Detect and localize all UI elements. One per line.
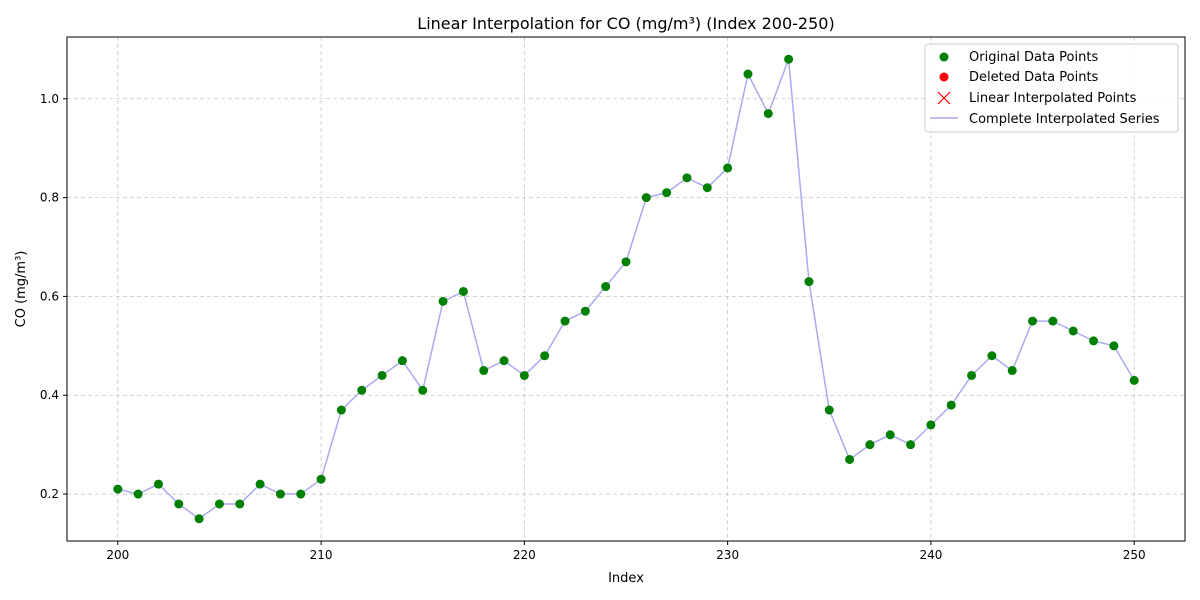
original-data-point [275,489,285,499]
original-data-point [479,366,489,376]
x-tick-label: 220 [513,548,536,562]
original-data-point [499,356,509,366]
data-points-group [113,54,1139,524]
original-data-point [397,356,407,366]
legend-marker-deleted [939,72,949,82]
original-data-point [357,385,367,395]
original-data-point [194,514,204,524]
legend-label-original: Original Data Points [969,50,1098,65]
plot-frame [66,36,1186,542]
original-data-point [662,188,672,198]
original-data-point [153,479,163,489]
y-axis-label: CO (mg/m³) [14,251,29,328]
original-data-point [723,163,733,173]
x-ticks: 200 210 220 230 240 250 [106,541,1146,562]
original-data-point [1028,316,1038,326]
chart-title: Linear Interpolation for CO (mg/m³) (Ind… [417,14,834,33]
original-data-point [1129,375,1139,385]
y-tick-label: 0.8 [40,191,59,205]
legend-marker-original [939,52,949,62]
original-data-point [621,257,631,267]
original-data-point [702,183,712,193]
original-data-point [1109,341,1119,351]
original-data-point [601,282,611,292]
y-tick-label: 0.4 [40,388,59,402]
legend-label-series: Complete Interpolated Series [969,112,1160,127]
legend-box [924,43,1179,133]
original-data-point [438,296,448,306]
original-data-point [519,370,529,380]
legend-marker-interpolated [937,91,951,105]
original-data-point [967,370,977,380]
original-data-point [580,306,590,316]
original-data-point [316,474,326,484]
legend: Original Data Points Deleted Data Points… [924,43,1179,133]
x-axis-label: Index [608,571,644,586]
original-data-point [743,69,753,79]
original-data-point [458,286,468,296]
original-data-point [113,484,123,494]
y-ticks: 0.2 0.4 0.6 0.8 1.0 [40,92,67,501]
x-tick-label: 250 [1123,548,1146,562]
original-data-point [235,499,245,509]
original-data-point [418,385,428,395]
original-data-point [641,193,651,203]
original-data-point [214,499,224,509]
original-data-point [682,173,692,183]
x-tick-label: 200 [106,548,129,562]
original-data-point [926,420,936,430]
original-data-point [845,454,855,464]
legend-label-deleted: Deleted Data Points [969,70,1099,85]
original-data-point [885,430,895,440]
original-data-point [133,489,143,499]
original-data-point [540,351,550,361]
y-tick-label: 0.6 [40,289,59,303]
original-data-point [1007,366,1017,376]
original-data-point [824,405,834,415]
x-tick-label: 240 [919,548,942,562]
original-data-point [865,440,875,450]
original-data-point [255,479,265,489]
original-data-point [174,499,184,509]
original-data-point [377,370,387,380]
original-data-point [946,400,956,410]
original-data-point [1068,326,1078,336]
original-data-point [804,277,814,287]
original-data-point [296,489,306,499]
original-data-point [763,109,773,119]
y-tick-label: 0.2 [40,487,59,501]
original-data-point [906,440,916,450]
original-data-point [560,316,570,326]
original-data-point [1089,336,1099,346]
original-data-point [784,54,794,64]
x-tick-label: 230 [716,548,739,562]
x-tick-label: 210 [310,548,333,562]
original-data-point [987,351,997,361]
y-tick-label: 1.0 [40,92,59,106]
original-data-point [336,405,346,415]
legend-label-interpolated: Linear Interpolated Points [969,91,1137,106]
original-data-point [1048,316,1058,326]
